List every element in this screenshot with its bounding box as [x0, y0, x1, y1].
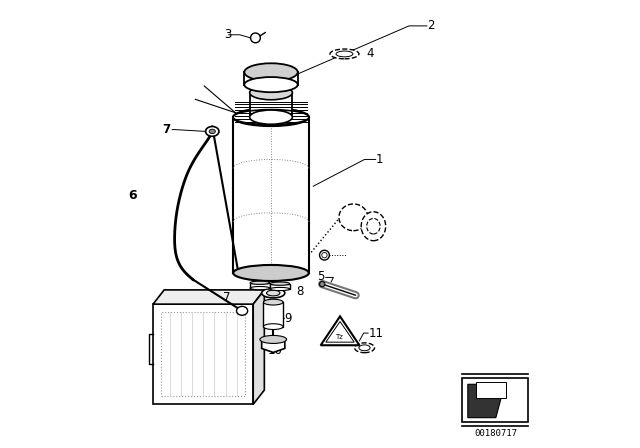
- Ellipse shape: [359, 345, 370, 351]
- Polygon shape: [321, 316, 360, 345]
- Polygon shape: [262, 336, 285, 353]
- Ellipse shape: [330, 49, 359, 59]
- Ellipse shape: [233, 110, 309, 125]
- Ellipse shape: [367, 219, 380, 234]
- Ellipse shape: [336, 51, 353, 57]
- Ellipse shape: [250, 287, 269, 290]
- Polygon shape: [244, 72, 298, 85]
- Ellipse shape: [250, 33, 260, 43]
- Ellipse shape: [233, 108, 309, 126]
- Ellipse shape: [319, 281, 325, 287]
- Polygon shape: [153, 304, 253, 404]
- Text: 11: 11: [369, 327, 384, 340]
- Text: 7: 7: [162, 123, 170, 136]
- Polygon shape: [233, 117, 309, 273]
- Ellipse shape: [361, 212, 386, 241]
- Bar: [463, 378, 529, 422]
- Text: 6: 6: [129, 189, 138, 202]
- Ellipse shape: [205, 126, 219, 136]
- Ellipse shape: [209, 129, 216, 134]
- Ellipse shape: [355, 343, 374, 353]
- Ellipse shape: [267, 290, 280, 296]
- Text: 7: 7: [274, 273, 282, 286]
- Ellipse shape: [250, 281, 269, 284]
- Ellipse shape: [339, 204, 368, 231]
- Ellipse shape: [264, 324, 283, 330]
- Text: 2: 2: [427, 19, 435, 32]
- Ellipse shape: [262, 288, 285, 298]
- Text: 5: 5: [317, 270, 324, 283]
- Ellipse shape: [237, 306, 248, 315]
- Text: 3: 3: [224, 28, 232, 41]
- Polygon shape: [264, 302, 283, 327]
- Text: 9: 9: [284, 312, 292, 325]
- Text: 7: 7: [223, 291, 230, 304]
- Polygon shape: [468, 384, 505, 418]
- Text: 1: 1: [376, 153, 383, 166]
- Ellipse shape: [244, 63, 298, 81]
- Text: 8: 8: [296, 285, 304, 298]
- Polygon shape: [326, 322, 354, 342]
- Polygon shape: [270, 284, 290, 289]
- Text: 4: 4: [367, 47, 374, 60]
- Ellipse shape: [244, 77, 298, 92]
- Polygon shape: [253, 290, 264, 404]
- Ellipse shape: [264, 299, 283, 305]
- Ellipse shape: [270, 288, 290, 291]
- Ellipse shape: [322, 253, 327, 258]
- Polygon shape: [153, 290, 264, 304]
- Text: 10: 10: [268, 345, 282, 358]
- Ellipse shape: [260, 336, 287, 344]
- Ellipse shape: [250, 86, 292, 100]
- Ellipse shape: [233, 265, 309, 281]
- Bar: [161, 312, 245, 396]
- Polygon shape: [476, 382, 506, 398]
- Text: 00180717: 00180717: [474, 429, 517, 438]
- Polygon shape: [250, 93, 292, 117]
- Ellipse shape: [250, 110, 292, 124]
- Ellipse shape: [270, 282, 290, 285]
- Polygon shape: [250, 283, 269, 288]
- Ellipse shape: [319, 250, 330, 260]
- Text: Tz: Tz: [335, 334, 342, 340]
